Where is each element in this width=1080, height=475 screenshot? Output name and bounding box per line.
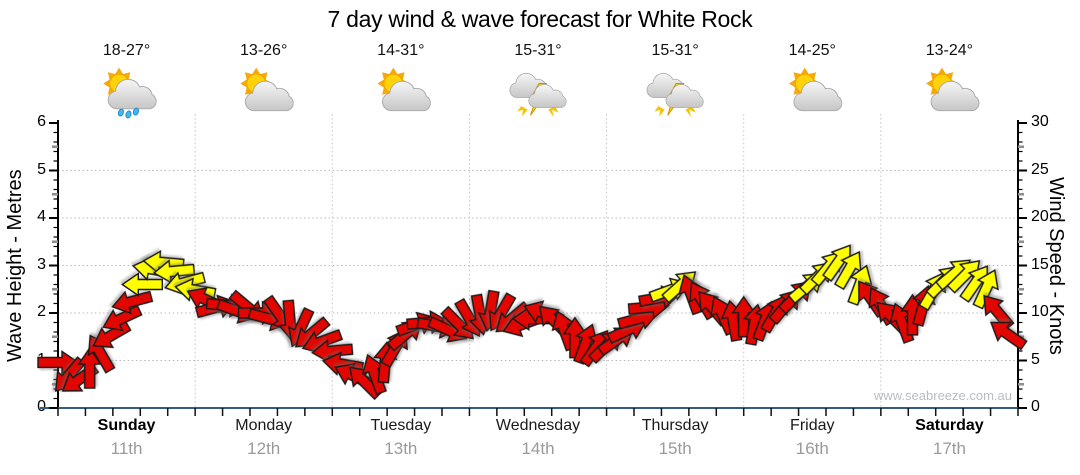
wind-arrow (121, 272, 164, 297)
temp-range: 15-31° (651, 42, 699, 59)
wind-axis-tick-label: 10 (1031, 303, 1049, 320)
weather-icon-partly-cloudy (377, 68, 430, 111)
day-date: 15th (658, 439, 692, 458)
watermark: www.seabreeze.com.au (873, 388, 1012, 403)
temp-range: 15-31° (514, 42, 562, 59)
wind-axis-tick-label: 20 (1031, 208, 1049, 225)
day-name: Thursday (641, 417, 709, 434)
weather-icon-sunny-shower (103, 68, 156, 119)
day-name: Saturday (915, 417, 984, 434)
wave-axis-tick-label: 2 (37, 303, 46, 320)
day-name: Monday (235, 417, 293, 434)
day-date: 14th (521, 439, 555, 458)
wave-axis-tick-label: 0 (37, 398, 46, 415)
wind-axis-tick-label: 5 (1031, 350, 1040, 368)
gridlines (58, 114, 1018, 408)
wind-axis-tick-label: 30 (1031, 113, 1049, 130)
day-date: 11th (110, 439, 143, 458)
chart-title: 7 day wind & wave forecast for White Roc… (327, 6, 753, 32)
weather-icon-partly-cloudy (926, 68, 979, 111)
day-date: 13th (384, 439, 418, 458)
wind-arrows-series (37, 238, 1031, 405)
wave-axis-tick-label: 4 (37, 208, 46, 225)
temp-range: 13-24° (925, 42, 974, 59)
wind-speed-axis-title: Wind Speed - Knots (1045, 176, 1067, 355)
wave-axis-tick-label: 6 (37, 113, 46, 130)
wave-axis-tick-label: 5 (37, 160, 46, 178)
wind-axis-tick-label: 25 (1031, 160, 1049, 178)
temp-range: 18-27° (102, 42, 151, 59)
day-date: 12th (247, 439, 281, 458)
day-date: 16th (795, 439, 829, 458)
weather-icon-partly-cloudy (789, 68, 842, 111)
weather-icons-row (103, 68, 979, 119)
wind-axis-tick-label: 0 (1031, 398, 1040, 415)
weather-icon-thunderstorm (647, 73, 703, 117)
axes (40, 120, 1027, 416)
temp-range: 13-26° (240, 42, 288, 59)
day-name: Sunday (97, 417, 156, 434)
weather-icon-partly-cloudy (240, 68, 293, 111)
wave-axis-tick-label: 3 (37, 255, 46, 273)
day-name: Friday (790, 417, 835, 434)
day-name: Tuesday (370, 417, 432, 434)
day-date: 17th (932, 439, 966, 458)
temp-range: 14-25° (788, 42, 836, 59)
day-name: Wednesday (495, 417, 581, 434)
temp-range: 14-31° (377, 42, 425, 59)
weather-icon-thunderstorm (510, 73, 566, 117)
wind-axis-tick-label: 15 (1031, 255, 1049, 273)
